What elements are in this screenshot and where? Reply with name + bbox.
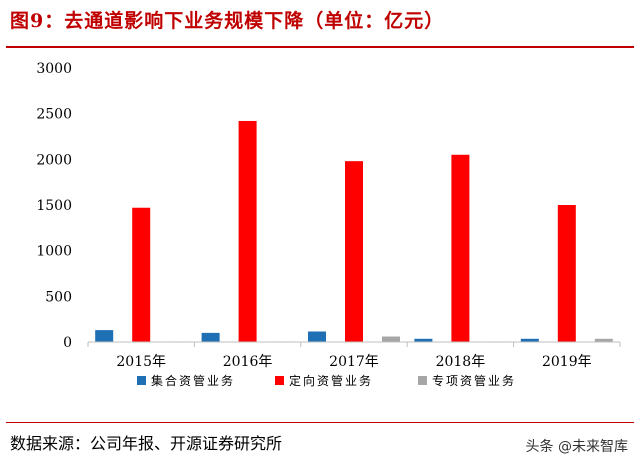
x-tick-label: 2019年 — [542, 354, 592, 370]
y-tick-label: 2000 — [36, 152, 72, 168]
bar-directional-3 — [451, 154, 470, 342]
bar-chart: 0 500 1000 1500 2000 2500 3000 2015年 2016年 2017年… — [36, 61, 621, 388]
legend-label: 定向资管业务 — [289, 373, 373, 388]
bar-directional-2 — [345, 161, 363, 342]
x-tick-label: 2016年 — [223, 354, 273, 370]
bar-special-4 — [594, 338, 613, 342]
legend-label: 专项资管业务 — [432, 373, 516, 388]
legend-swatch — [275, 376, 284, 385]
watermark: 头条 @未来智库 — [525, 439, 628, 455]
x-tick-label: 2018年 — [436, 354, 486, 370]
title-divider — [6, 46, 634, 48]
bars — [95, 120, 613, 343]
legend-swatch — [418, 376, 427, 385]
bar-directional-4 — [557, 205, 576, 342]
source-note: 数据来源：公司年报、开源证券研究所 — [10, 434, 283, 453]
legend-label: 集合资管业务 — [151, 373, 235, 388]
y-tick-label: 1000 — [36, 244, 72, 260]
footer-divider — [6, 422, 634, 423]
y-tick-label: 0 — [63, 335, 72, 351]
y-tick-label: 1500 — [36, 198, 72, 214]
y-axis: 0 500 1000 1500 2000 2500 3000 — [36, 61, 72, 351]
bar-collective-3 — [414, 338, 433, 342]
y-tick-label: 3000 — [36, 61, 72, 77]
bar-directional-1 — [238, 120, 257, 343]
chart-title: 图9：去通道影响下业务规模下降（单位：亿元） — [10, 10, 445, 32]
y-tick-label: 500 — [45, 289, 72, 305]
bar-collective-4 — [520, 338, 539, 342]
y-tick-label: 2500 — [36, 107, 72, 123]
x-axis: 2015年 2016年 2017年 2018年 2019年 — [87, 341, 621, 370]
bar-directional-0 — [132, 207, 151, 342]
bar-collective-0 — [95, 330, 114, 342]
legend-swatch — [137, 376, 146, 385]
x-tick-label: 2017年 — [329, 354, 379, 370]
x-tick-label: 2015年 — [116, 354, 166, 370]
bar-special-2 — [382, 336, 400, 342]
bar-collective-1 — [201, 332, 220, 342]
legend: 集合资管业务 定向资管业务 专项资管业务 — [137, 373, 516, 388]
bar-collective-2 — [308, 331, 326, 342]
